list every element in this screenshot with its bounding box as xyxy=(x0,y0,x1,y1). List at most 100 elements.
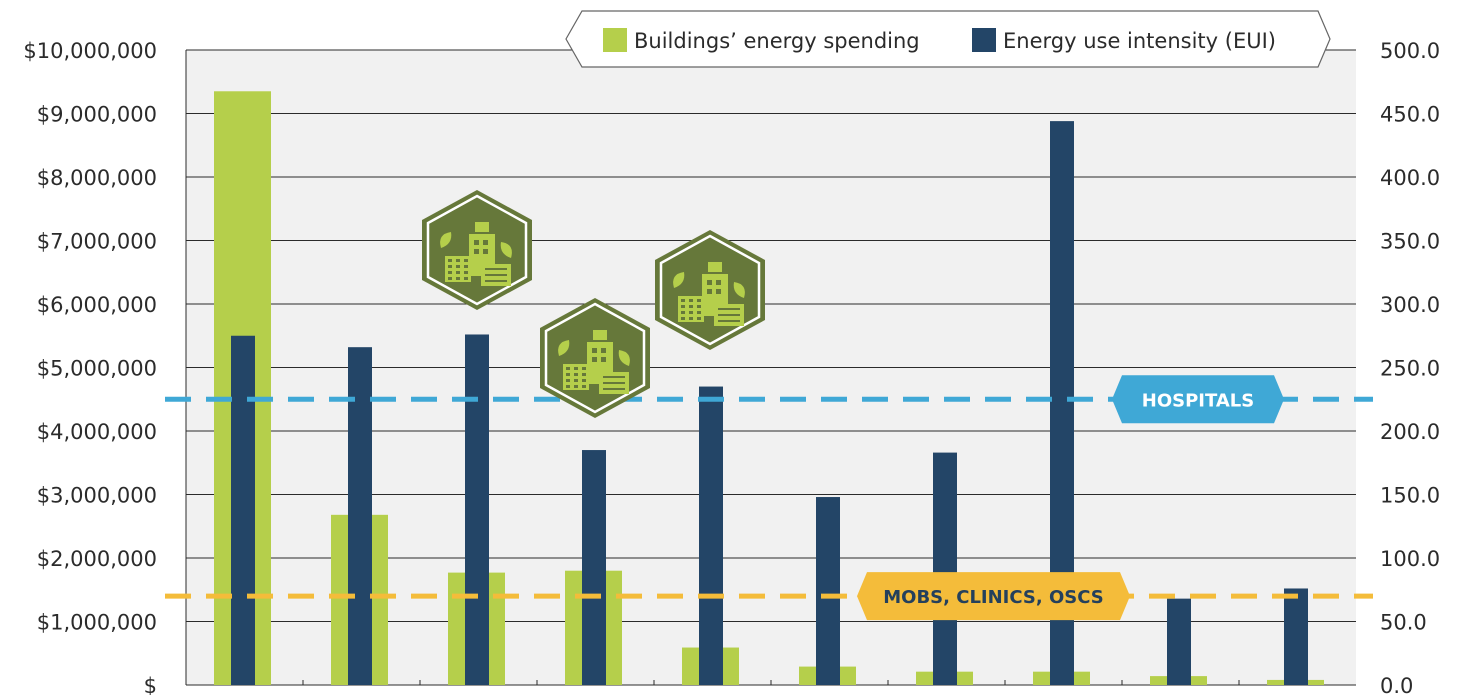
right-axis-ticks: 0.0 50.0 100.0 150.0 200.0 250.0 300.0 350.0 400… xyxy=(1380,39,1440,695)
right-tick-label: 300.0 xyxy=(1380,293,1440,317)
left-tick-label: $7,000,000 xyxy=(37,230,157,254)
icon-window xyxy=(681,317,685,320)
icon-window xyxy=(689,317,693,320)
icon-window xyxy=(456,277,460,280)
icon-window xyxy=(697,317,701,320)
left-tick-label: $3,000,000 xyxy=(37,484,157,508)
icon-roof xyxy=(708,262,722,272)
icon-window xyxy=(716,289,721,294)
icon-window xyxy=(456,271,460,274)
green-building-icon xyxy=(540,298,650,418)
icon-window xyxy=(474,240,479,245)
right-tick-label: 500.0 xyxy=(1380,39,1440,63)
icon-window xyxy=(707,280,712,285)
right-tick-label: 150.0 xyxy=(1380,484,1440,508)
left-axis-ticks: $ $1,000,000 $2,000,000 $3,000,000 $4,000,00… xyxy=(23,39,157,695)
icon-window xyxy=(566,373,570,376)
left-tick-label: $5,000,000 xyxy=(37,357,157,381)
left-tick-label: $6,000,000 xyxy=(37,293,157,317)
right-tick-label: 400.0 xyxy=(1380,166,1440,190)
icon-window xyxy=(574,367,578,370)
icon-window xyxy=(707,289,712,294)
left-tick-label: $4,000,000 xyxy=(37,420,157,444)
icon-window xyxy=(483,240,488,245)
right-tick-label: 200.0 xyxy=(1380,420,1440,444)
icon-window xyxy=(574,379,578,382)
icon-stripe xyxy=(603,388,625,390)
icon-window xyxy=(681,299,685,302)
icon-window xyxy=(601,348,606,353)
icon-window xyxy=(697,311,701,314)
icon-leaf xyxy=(500,242,512,258)
bars xyxy=(214,91,1324,686)
icon-window xyxy=(681,311,685,314)
icon-window xyxy=(448,259,452,262)
icon-window xyxy=(601,357,606,362)
icon-leaf xyxy=(618,350,630,366)
right-tick-label: 100.0 xyxy=(1380,547,1440,571)
right-tick-label: 0.0 xyxy=(1380,674,1413,695)
icons xyxy=(422,190,765,418)
icon-stripe xyxy=(718,308,740,310)
bar-eui xyxy=(933,452,957,685)
right-tick-label: 450.0 xyxy=(1380,103,1440,127)
bar-eui xyxy=(582,450,606,685)
reference-badge xyxy=(1112,375,1284,424)
icon-roof xyxy=(475,222,489,232)
bar-eui xyxy=(699,386,723,685)
icon-leaf xyxy=(673,272,685,288)
bar-eui xyxy=(348,347,372,685)
legend-swatch-eui xyxy=(972,28,996,52)
icon-leaf xyxy=(733,282,745,298)
icon-window xyxy=(574,373,578,376)
icon-window xyxy=(464,271,468,274)
icon-window xyxy=(566,367,570,370)
green-building-icon xyxy=(655,230,765,350)
icon-window xyxy=(456,259,460,262)
green-building-icon xyxy=(422,190,532,310)
icon-stripe xyxy=(603,376,625,378)
icon-window xyxy=(464,265,468,268)
icon-window xyxy=(697,299,701,302)
icon-window xyxy=(689,311,693,314)
bar-eui xyxy=(231,335,255,685)
icon-window xyxy=(483,249,488,254)
icon-window xyxy=(448,271,452,274)
legend-label-spending: Buildings’ energy spending xyxy=(634,29,920,53)
bar-eui xyxy=(465,334,489,685)
icon-window xyxy=(689,305,693,308)
icon-window xyxy=(582,367,586,370)
left-tick-label: $9,000,000 xyxy=(37,103,157,127)
bar-eui xyxy=(1167,598,1191,685)
icon-stripe xyxy=(603,382,625,384)
reference-lines: HOSPITALS MOBS, CLINICS, OSCS xyxy=(165,375,1373,621)
legend: Buildings’ energy spending Energy use in… xyxy=(565,10,1331,68)
reference-label: HOSPITALS xyxy=(1142,390,1254,411)
reference-label: MOBS, CLINICS, OSCS xyxy=(883,587,1104,608)
icon-window xyxy=(582,373,586,376)
icon-window xyxy=(582,379,586,382)
right-tick-label: 350.0 xyxy=(1380,230,1440,254)
icon-hex-border xyxy=(659,234,761,346)
legend-swatch-spending xyxy=(603,28,627,52)
icon-stripe xyxy=(485,268,507,270)
icon-stripe xyxy=(485,274,507,276)
icon-window xyxy=(464,259,468,262)
icon-window xyxy=(574,385,578,388)
icon-window xyxy=(716,280,721,285)
icon-window xyxy=(592,348,597,353)
left-tick-label: $8,000,000 xyxy=(37,166,157,190)
icon-leaf xyxy=(558,340,570,356)
bar-eui xyxy=(1284,588,1308,685)
left-tick-label: $1,000,000 xyxy=(37,611,157,635)
left-tick-label: $2,000,000 xyxy=(37,547,157,571)
icon-window xyxy=(681,305,685,308)
icon-hex-border xyxy=(426,194,528,306)
legend-label-eui: Energy use intensity (EUI) xyxy=(1003,29,1276,53)
left-tick-label: $ xyxy=(144,674,157,695)
icon-window xyxy=(566,385,570,388)
icon-stripe xyxy=(718,314,740,316)
icon-window xyxy=(592,357,597,362)
reference-badge xyxy=(857,572,1130,621)
